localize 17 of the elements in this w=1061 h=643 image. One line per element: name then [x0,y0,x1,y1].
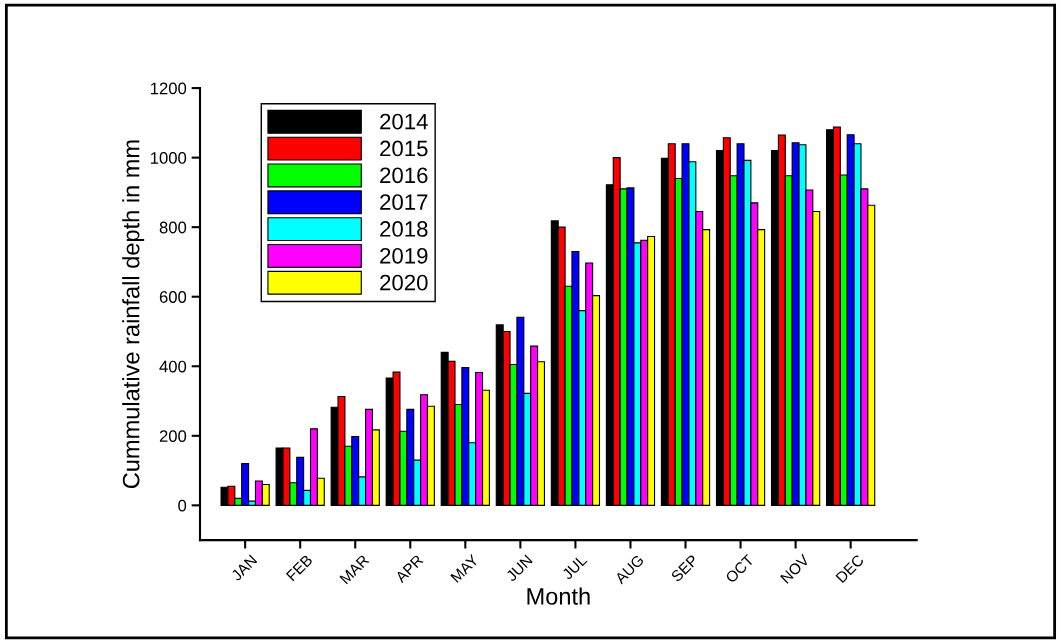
x-axis-title: Month [527,587,590,605]
legend-label: 2018 [380,221,428,237]
legend-label: 2015 [380,140,428,157]
y-tick-label: 1000 [151,152,187,164]
legend-label: 2017 [380,194,428,210]
y-tick-label: 600 [159,291,187,303]
y-tick-label: 1200 [151,82,187,95]
legend-label: 2020 [380,274,428,291]
y-tick-label: 200 [159,430,187,443]
y-tick-label: 400 [159,360,187,373]
legend-label: 2016 [380,167,428,184]
legend-label: 2019 [380,247,428,264]
x-tick-label: JUL [561,554,588,581]
y-axis-title: Cummulative rainfall depth in mm [122,140,145,489]
y-tick-label: 800 [159,221,187,234]
legend-label: 2014 [380,113,428,130]
y-tick-label: 0 [178,499,187,512]
